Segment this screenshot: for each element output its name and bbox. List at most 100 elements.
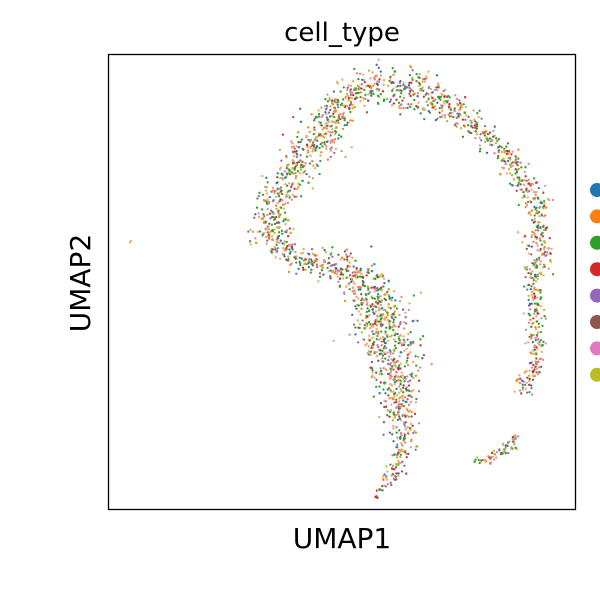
cell-point [375, 354, 379, 358]
cell-point [349, 252, 352, 255]
cell-point [382, 347, 385, 350]
cell-point [536, 196, 540, 199]
cell-point [535, 333, 539, 337]
cell-point [464, 118, 467, 121]
cell-point [394, 340, 397, 343]
cell-point [387, 394, 390, 397]
cell-point [419, 89, 422, 92]
cell-point [509, 163, 513, 166]
cell-point [266, 181, 269, 184]
cell-point [291, 243, 294, 246]
cell-point [459, 113, 462, 117]
cell-point [399, 453, 402, 456]
cell-point [506, 159, 510, 163]
cell-point [296, 187, 299, 191]
cell-point [461, 118, 465, 121]
cell-point [394, 361, 397, 364]
cell-point [270, 250, 273, 253]
cell-point [262, 217, 265, 220]
cell-point [273, 228, 276, 231]
cell-point [336, 275, 339, 278]
cell-point [446, 119, 449, 123]
cell-point [514, 172, 517, 175]
cell-point [372, 323, 375, 326]
cell-point [393, 381, 397, 384]
cell-point [540, 254, 544, 257]
cell-point [310, 258, 313, 261]
cell-point [528, 252, 531, 255]
plot-frame [107, 53, 577, 511]
cell-point [460, 104, 463, 107]
cell-point [379, 367, 382, 370]
cell-point [292, 155, 296, 158]
cell-point [284, 183, 287, 186]
cell-point [532, 277, 535, 280]
cell-point [287, 219, 290, 222]
cell-point [395, 472, 398, 475]
cell-point [382, 420, 386, 424]
cell-point [329, 149, 333, 152]
cell-point [345, 268, 348, 271]
cell-point [266, 198, 269, 201]
cell-point [409, 87, 412, 91]
cell-point [520, 392, 523, 395]
cell-point [383, 405, 386, 409]
cell-point [292, 115, 295, 119]
cell-point [409, 400, 413, 403]
cell-point [402, 386, 405, 389]
cell-point [409, 446, 413, 449]
cell-point [534, 360, 537, 363]
cell-point [285, 172, 289, 175]
cell-point [382, 433, 385, 436]
cell-point [382, 285, 385, 288]
cell-point [281, 199, 284, 202]
cell-point [474, 458, 477, 461]
cell-point [339, 90, 342, 93]
legend [590, 183, 600, 382]
cell-point [321, 113, 324, 117]
cell-point [410, 438, 413, 441]
cell-point [275, 243, 278, 246]
cell-point [525, 247, 528, 251]
cell-point [389, 352, 392, 356]
cell-point [534, 365, 537, 368]
cell-point [394, 392, 397, 395]
cell-point [329, 108, 332, 112]
cell-point [291, 162, 295, 165]
cell-point [463, 111, 466, 114]
cell-point [492, 449, 496, 452]
cell-point [373, 350, 376, 354]
cell-point [332, 106, 336, 109]
cell-point [540, 350, 543, 354]
cell-point [329, 277, 332, 280]
cell-point [389, 481, 392, 484]
cell-point [400, 448, 403, 451]
cell-point [509, 158, 512, 161]
cell-point [373, 82, 376, 85]
cell-point [399, 461, 403, 465]
cell-point [393, 416, 396, 419]
cell-point [533, 312, 536, 315]
cell-point [528, 268, 531, 271]
cell-point [415, 104, 418, 108]
cell-point [324, 125, 327, 128]
cell-point [349, 84, 353, 87]
cell-point [378, 385, 381, 388]
cell-point [542, 274, 545, 277]
cell-point [397, 337, 401, 340]
cell-point [423, 117, 426, 121]
cell-point [404, 400, 407, 404]
cell-point [383, 345, 386, 348]
cell-point [539, 226, 542, 230]
cell-point [510, 447, 513, 450]
cell-point [285, 194, 288, 198]
cell-point [431, 91, 434, 94]
cell-point [346, 255, 349, 258]
cell-point [394, 331, 397, 335]
cell-point [349, 100, 352, 103]
cell-point [288, 252, 292, 255]
cell-point [385, 405, 388, 408]
cell-point [413, 412, 417, 416]
cell-point [398, 300, 402, 303]
cell-point [287, 168, 291, 171]
